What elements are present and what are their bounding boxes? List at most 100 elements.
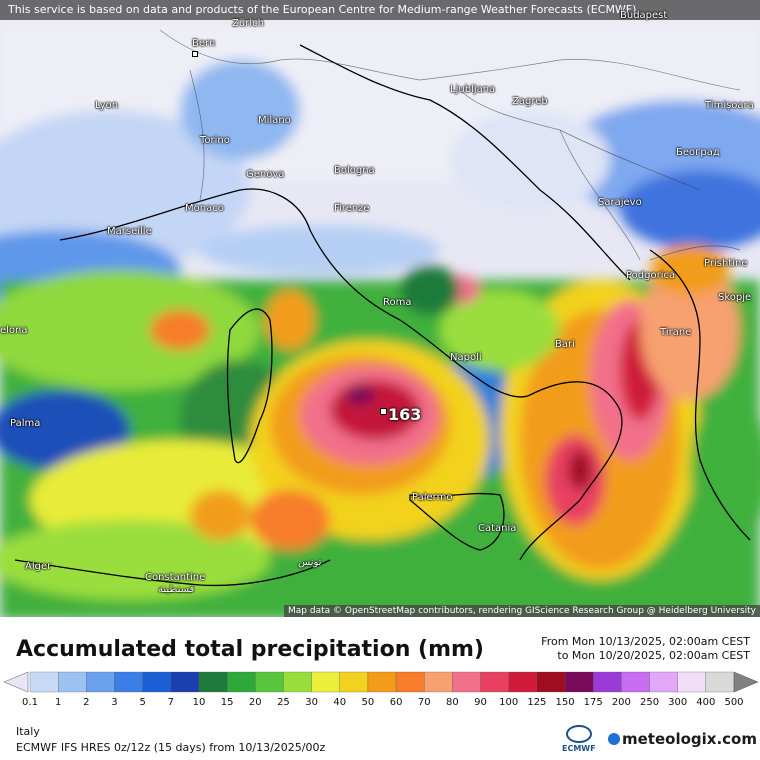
city-label: Milano: [258, 115, 291, 126]
city-label: Београд: [676, 147, 720, 158]
city-label: elona: [0, 325, 28, 336]
forecast-period: From Mon 10/13/2025, 02:00am CEST to Mon…: [541, 635, 750, 663]
scale-tick-label: 60: [389, 697, 403, 708]
region-label: Italy: [16, 725, 40, 738]
city-label: Alger: [25, 561, 52, 572]
max-value-marker: [380, 408, 387, 415]
city-label: Constantine: [145, 572, 206, 583]
city-label: Roma: [383, 297, 412, 308]
city-label: Bari: [555, 339, 575, 350]
scale-swatch: [508, 671, 538, 693]
meteologix-logo-icon: [608, 733, 620, 745]
scale-swatch: [593, 671, 622, 693]
scale-swatch: [395, 671, 425, 693]
scale-tick-label: 250: [639, 697, 660, 708]
period-to: to Mon 10/20/2025, 02:00am CEST: [557, 649, 750, 662]
scale-arrow-left: [4, 671, 29, 693]
city-label: Monaco: [185, 203, 224, 214]
scale-swatch: [58, 671, 87, 693]
scale-tick-label: 125: [527, 697, 547, 708]
scale-tick-label: 25: [277, 697, 290, 708]
scale-tick-label: 100: [499, 697, 519, 708]
scale-tick-label: 50: [361, 697, 375, 708]
scale-swatch: [424, 671, 453, 693]
city-label: Bologna: [334, 165, 375, 176]
scale-tick-label: 400: [696, 697, 716, 708]
city-label: Torino: [200, 135, 230, 146]
period-from: From Mon 10/13/2025, 02:00am CEST: [541, 635, 750, 648]
city-label: Catania: [478, 523, 517, 534]
scale-tick-label: 90: [474, 697, 487, 708]
scale-tick-label: 2: [83, 697, 90, 708]
scale-tick-label: 175: [583, 697, 603, 708]
scale-swatch: [170, 671, 200, 693]
scale-arrow-right: [733, 671, 759, 693]
scale-swatch: [621, 671, 650, 693]
city-label: Timișoara: [705, 100, 754, 111]
scale-tick-label: 500: [724, 697, 744, 708]
map-title: Accumulated total precipitation (mm): [16, 637, 484, 662]
color-scale-ticks: 0.1 1 2 3 5 7 10 15 20 25 30 40 50 60 70 80 90 100 125 150 1…: [0, 697, 760, 711]
max-value-label: 163: [388, 405, 422, 424]
city-label: Sarajevo: [598, 197, 642, 208]
scale-swatch: [677, 671, 706, 693]
map-canvas: [0, 0, 760, 617]
scale-tick-label: 200: [611, 697, 631, 708]
scale-swatch: [536, 671, 566, 693]
city-label: Marseille: [107, 226, 152, 237]
city-label: Bern: [192, 38, 215, 60]
ecmwf-disclaimer: This service is based on data and produc…: [0, 0, 760, 20]
legend-panel: Accumulated total precipitation (mm) Fro…: [0, 617, 760, 760]
scale-swatch: [705, 671, 735, 693]
city-label: Zagreb: [512, 96, 548, 107]
scale-swatch: [339, 671, 369, 693]
scale-swatch: [452, 671, 481, 693]
scale-tick-label: 1: [54, 697, 62, 708]
model-info: ECMWF IFS HRES 0z/12z (15 days) from 10/…: [16, 741, 326, 754]
city-label: Palma: [10, 418, 41, 429]
city-label: Palermo: [412, 492, 453, 503]
city-label: Lyon: [95, 100, 119, 111]
scale-swatch: [142, 671, 171, 693]
precipitation-map[interactable]: This service is based on data and produc…: [0, 0, 760, 617]
scale-tick-label: 7: [167, 697, 174, 708]
scale-tick-label: 20: [248, 697, 262, 708]
scale-swatch: [226, 671, 256, 693]
scale-swatch: [86, 671, 115, 693]
city-dot-icon: [192, 51, 198, 57]
scale-tick-label: 300: [668, 697, 688, 708]
city-label: Prishtine: [704, 258, 748, 269]
meteologix-logo[interactable]: meteologix.com: [608, 730, 757, 748]
ecmwf-logo-icon: [565, 725, 592, 743]
city-label: قسنطينة: [158, 584, 195, 595]
scale-tick-label: 15: [220, 697, 234, 708]
scale-tick-label: 30: [305, 697, 318, 708]
scale-tick-label: 5: [139, 697, 146, 708]
scale-swatch: [311, 671, 340, 693]
scale-swatch: [29, 671, 59, 693]
city-label: Tirane: [660, 327, 692, 338]
city-label: Firenze: [334, 203, 370, 214]
city-label: تونس: [298, 557, 322, 568]
scale-tick-label: 150: [555, 697, 575, 708]
scale-tick-label: 80: [446, 697, 459, 708]
city-label: Podgorica: [626, 270, 676, 281]
city-label: Skopje: [718, 292, 752, 303]
scale-swatch: [114, 671, 143, 693]
city-label: Zürich: [232, 18, 264, 29]
city-label: Napoli: [450, 352, 482, 363]
scale-swatch: [198, 671, 228, 693]
scale-swatch: [367, 671, 397, 693]
scale-swatch: [255, 671, 284, 693]
scale-swatch: [649, 671, 678, 693]
scale-tick-label: 0.1: [22, 697, 38, 708]
scale-tick-label: 10: [192, 697, 206, 708]
scale-swatch: [480, 671, 509, 693]
city-label: Budapest: [620, 10, 668, 21]
scale-tick-label: 70: [417, 697, 431, 708]
scale-swatch: [564, 671, 594, 693]
scale-tick-label: 3: [111, 697, 118, 708]
ecmwf-logo: ECMWF: [562, 725, 596, 753]
scale-tick-label: 40: [333, 697, 347, 708]
